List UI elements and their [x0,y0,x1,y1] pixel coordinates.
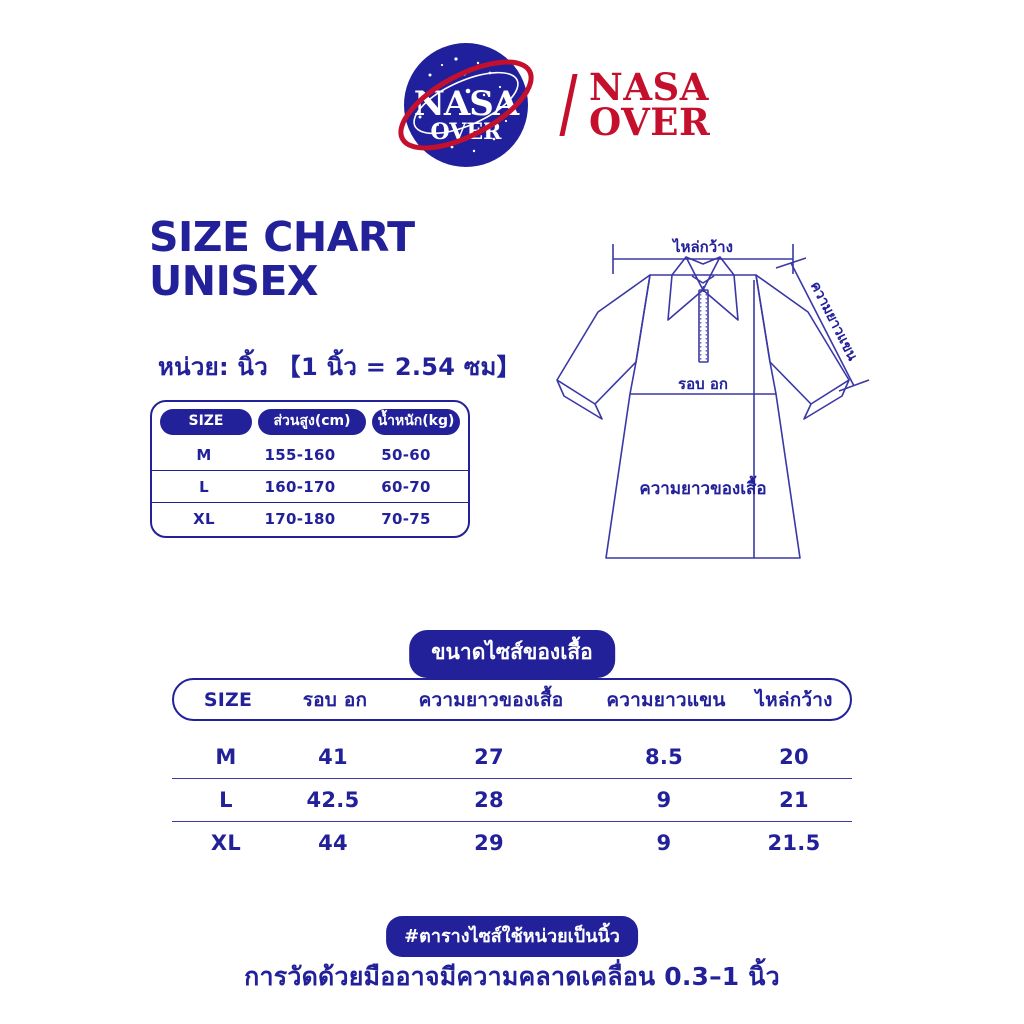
shoulder-label: ไหล่กว้าง [671,237,733,256]
cell-weight: 50-60 [381,445,431,464]
table-row: L 42.5 28 9 21 [172,778,852,821]
cell-size: L [199,477,209,496]
column-header-weight: น้ำหนัก(kg) [372,409,460,436]
table-row: L 160-170 60-70 [152,470,468,502]
length-label: ความยาวของเสื้อ [639,475,766,499]
logo-divider [559,73,578,136]
page-title: SIZE CHART UNISEX [149,213,415,306]
cell-chest: 44 [318,831,348,855]
garment-table-badge: ขนาดไซส์ของเสื้อ [409,630,615,678]
cell-sleeve: 9 [656,831,672,855]
cell-shoulder: 21.5 [767,831,821,855]
wordmark-line-2: OVER [589,99,711,144]
brand-wordmark: NASA OVER [589,65,711,144]
column-header-sleeve: ความยาวแขน [606,688,726,711]
sleeve-dimension [775,257,870,392]
table-row: XL 170-180 70-75 [152,502,468,534]
cell-height: 160-170 [264,477,336,496]
measurement-disclaimer: การวัดด้วยมืออาจมีความคลาดเคลื่อน 0.3–1 … [244,962,780,991]
body-size-table: SIZE ส่วนสูง(cm) น้ำหนัก(kg) M 155-160 5… [150,400,470,538]
brand-logo: NASA OVER NASA OVER [390,22,710,187]
table-row: M 41 27 8.5 20 [172,736,852,778]
cell-size: XL [210,831,242,855]
cell-size: M [196,445,212,464]
cell-height: 155-160 [264,445,336,464]
column-header-shoulder: ไหล่กว้าง [755,688,833,711]
unit-note: หน่วย: นิ้ว 【1 นิ้ว = 2.54 ซม】 [158,353,521,381]
chest-label: รอบ อก [678,375,728,393]
table-row: XL 44 29 9 21.5 [172,821,852,864]
table-row: M 155-160 50-60 [152,439,468,470]
column-header-length: ความยาวของเสื้อ [418,688,564,711]
column-header-chest: รอบ อก [302,688,368,711]
cell-height: 170-180 [264,509,336,528]
cell-weight: 70-75 [381,509,431,528]
cell-length: 27 [474,745,504,769]
cell-shoulder: 21 [779,788,809,812]
cell-sleeve: 9 [656,788,672,812]
body-size-table-header: SIZE ส่วนสูง(cm) น้ำหนัก(kg) [152,402,468,436]
column-header-size: SIZE [203,688,253,711]
polo-shirt-diagram: ไหล่กว้าง รอบ อก ความยาวของเสื้อ ความยาว… [540,228,900,593]
cell-length: 28 [474,788,504,812]
sleeve-label: ความยาวแขน [807,279,861,364]
wordmark-line-1: NASA [589,65,709,110]
cell-sleeve: 8.5 [644,745,684,769]
cell-size: XL [193,509,215,528]
cell-weight: 60-70 [381,477,431,496]
shoulder-dimension [612,244,794,274]
garment-table-header: SIZE รอบ อก ความยาวของเสื้อ ความยาวแขน ไ… [172,678,852,721]
cell-length: 29 [474,831,504,855]
cell-chest: 41 [318,745,348,769]
cell-shoulder: 20 [779,745,809,769]
hashtag-badge: #ตารางไซส์ใช้หน่วยเป็นนิ้ว [386,916,638,957]
cell-chest: 42.5 [306,788,360,812]
nasa-emblem-icon: NASA OVER [390,29,542,181]
column-header-height: ส่วนสูง(cm) [258,409,366,436]
cell-size: L [219,788,233,812]
garment-size-table: SIZE รอบ อก ความยาวของเสื้อ ความยาวแขน ไ… [172,678,852,864]
cell-size: M [215,745,237,769]
column-header-size: SIZE [160,409,252,436]
